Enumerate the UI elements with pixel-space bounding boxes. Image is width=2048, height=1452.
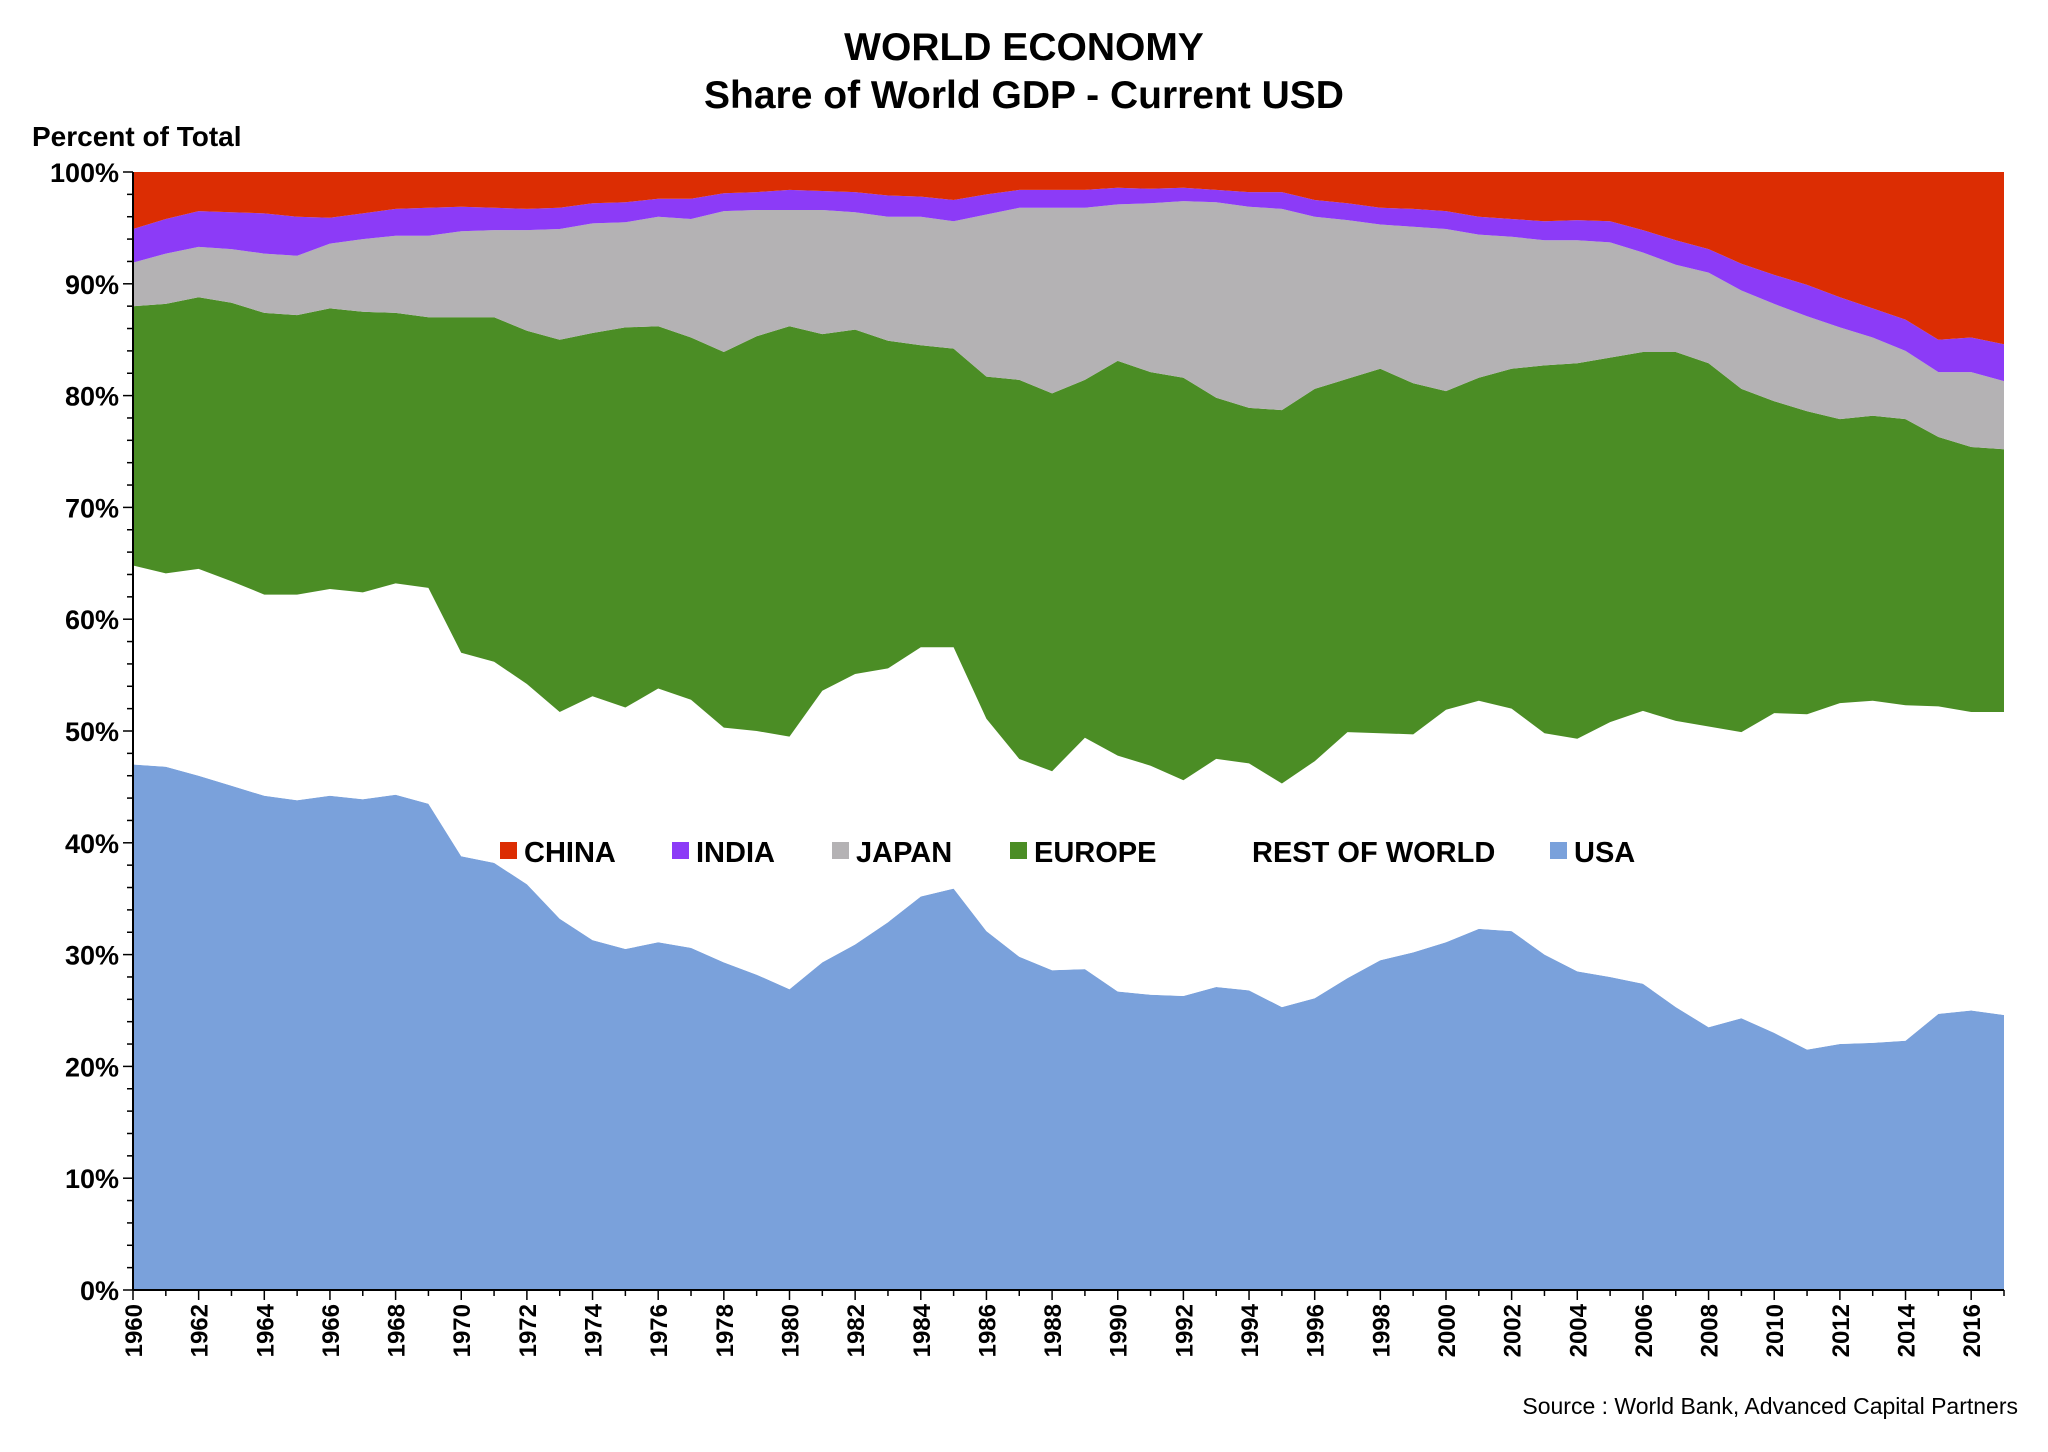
x-tick-label: 1962 — [187, 1304, 214, 1357]
x-tick-label: 2016 — [1959, 1304, 1986, 1357]
area-china — [133, 172, 2004, 345]
x-tick-label: 1996 — [1303, 1304, 1330, 1357]
x-tick-label: 1970 — [449, 1304, 476, 1357]
x-tick-label: 1992 — [1171, 1304, 1198, 1357]
legend-label-usa: USA — [1574, 837, 1635, 869]
legend-label-japan: JAPAN — [856, 837, 952, 869]
x-tick-label: 1960 — [121, 1304, 148, 1357]
y-tick-label: 100% — [50, 158, 119, 188]
chart-title: WORLD ECONOMY — [844, 26, 1204, 69]
x-tick-label: 1964 — [252, 1303, 279, 1357]
y-tick-label: 60% — [65, 605, 119, 635]
source-note: Source : World Bank, Advanced Capital Pa… — [1522, 1393, 2018, 1419]
x-tick-label: 1990 — [1106, 1304, 1133, 1357]
legend-swatch-china — [500, 842, 517, 859]
x-tick-label: 2012 — [1828, 1304, 1855, 1357]
x-tick-label: 1998 — [1368, 1304, 1395, 1357]
legend-label-india: INDIA — [696, 837, 775, 869]
legend-swatch-japan — [832, 842, 849, 859]
x-tick-label: 1966 — [318, 1304, 345, 1357]
y-axis-label: Percent of Total — [32, 121, 242, 152]
x-tick-label: 1972 — [515, 1304, 542, 1357]
legend-label-europe: EUROPE — [1034, 837, 1156, 869]
x-tick-label: 2000 — [1434, 1304, 1461, 1357]
legend-swatch-usa — [1550, 842, 1567, 859]
x-tick-label: 2004 — [1565, 1303, 1592, 1357]
y-tick-label: 90% — [65, 270, 119, 300]
legend-swatch-india — [672, 842, 689, 859]
y-tick-label: 20% — [65, 1052, 119, 1082]
y-tick-labels: 0% 10% 20% 30% 40% 50% 60% 70% 80% 90% 100% — [50, 158, 119, 1306]
legend: CHINA INDIA JAPAN EUROPE REST OF WORLD USA — [500, 837, 1635, 869]
x-tick-label: 1994 — [1237, 1303, 1264, 1357]
x-tick-label: 1986 — [974, 1304, 1001, 1357]
x-tick-label: 1982 — [843, 1304, 870, 1357]
y-tick-label: 10% — [65, 1164, 119, 1194]
x-tick-label: 1974 — [581, 1303, 608, 1357]
legend-swatch-europe — [1010, 842, 1027, 859]
area-europe — [133, 297, 2004, 784]
y-tick-label: 70% — [65, 493, 119, 523]
x-tick-label: 2010 — [1762, 1304, 1789, 1357]
area-usa — [133, 764, 2004, 1290]
x-tick-label: 2006 — [1631, 1304, 1658, 1357]
x-tick-label: 1968 — [384, 1304, 411, 1357]
x-tick-label: 1980 — [777, 1304, 804, 1357]
x-tick-label: 2014 — [1894, 1303, 1921, 1357]
chart-subtitle: Share of World GDP - Current USD — [704, 74, 1344, 117]
area-india — [133, 187, 2004, 382]
y-tick-label: 40% — [65, 829, 119, 859]
y-tick-label: 80% — [65, 382, 119, 412]
legend-label-rest-of-world: REST OF WORLD — [1252, 837, 1495, 869]
area-layers — [133, 172, 2004, 1290]
axes — [123, 171, 2005, 1300]
x-tick-label: 1984 — [909, 1303, 936, 1357]
x-tick-label: 2002 — [1500, 1304, 1527, 1357]
area-japan — [133, 201, 2004, 450]
y-tick-label: 0% — [80, 1276, 119, 1306]
y-tick-label: 50% — [65, 717, 119, 747]
x-tick-label: 1976 — [646, 1304, 673, 1357]
x-tick-labels: 1960 1962 1964 1966 1968 1970 1972 1974 1976 1978… — [121, 1303, 1986, 1357]
x-tick-label: 2008 — [1697, 1304, 1724, 1357]
x-tick-label: 1988 — [1040, 1304, 1067, 1357]
y-tick-label: 30% — [65, 941, 119, 971]
legend-label-china: CHINA — [524, 837, 616, 869]
x-tick-label: 1978 — [712, 1304, 739, 1357]
area-rest-of-world — [133, 565, 2004, 1050]
